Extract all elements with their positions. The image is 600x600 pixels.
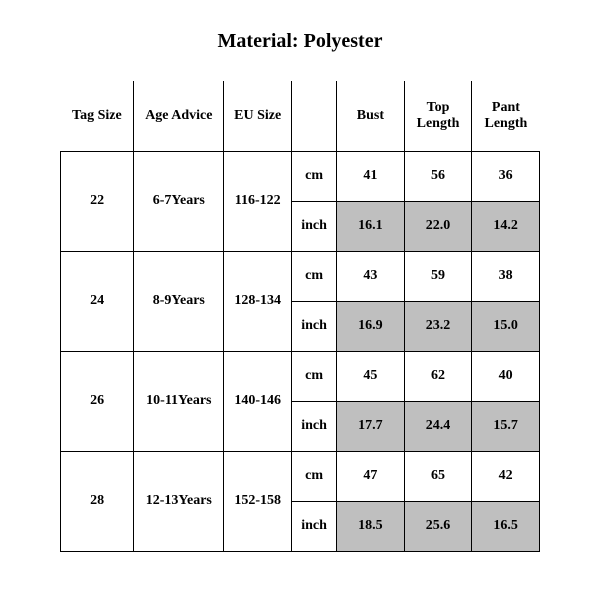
col-age-advice: Age Advice bbox=[134, 81, 224, 151]
cell-tag-size: 22 bbox=[61, 151, 134, 251]
cell-pant: 38 bbox=[472, 251, 540, 301]
table-row: 22 6-7Years 116-122 cm 41 56 36 bbox=[61, 151, 540, 201]
cell-age-advice: 8-9Years bbox=[134, 251, 224, 351]
table-row: 24 8-9Years 128-134 cm 43 59 38 bbox=[61, 251, 540, 301]
cell-pant: 14.2 bbox=[472, 201, 540, 251]
col-bust: Bust bbox=[337, 81, 405, 151]
cell-eu-size: 116-122 bbox=[224, 151, 292, 251]
table-body: 22 6-7Years 116-122 cm 41 56 36 inch 16.… bbox=[61, 151, 540, 551]
cell-top: 56 bbox=[404, 151, 472, 201]
cell-bust: 47 bbox=[337, 451, 405, 501]
cell-top: 23.2 bbox=[404, 301, 472, 351]
cell-top: 24.4 bbox=[404, 401, 472, 451]
cell-unit: inch bbox=[292, 501, 337, 551]
cell-bust: 18.5 bbox=[337, 501, 405, 551]
cell-pant: 42 bbox=[472, 451, 540, 501]
cell-bust: 16.1 bbox=[337, 201, 405, 251]
cell-unit: cm bbox=[292, 351, 337, 401]
cell-bust: 41 bbox=[337, 151, 405, 201]
cell-unit: inch bbox=[292, 401, 337, 451]
cell-bust: 43 bbox=[337, 251, 405, 301]
cell-unit: inch bbox=[292, 201, 337, 251]
cell-bust: 16.9 bbox=[337, 301, 405, 351]
cell-unit: cm bbox=[292, 251, 337, 301]
cell-unit: cm bbox=[292, 151, 337, 201]
cell-age-advice: 10-11Years bbox=[134, 351, 224, 451]
cell-age-advice: 12-13Years bbox=[134, 451, 224, 551]
col-top-length: Top Length bbox=[404, 81, 472, 151]
cell-top: 62 bbox=[404, 351, 472, 401]
cell-top: 59 bbox=[404, 251, 472, 301]
size-table: Tag Size Age Advice EU Size Bust Top Len… bbox=[60, 81, 540, 552]
cell-eu-size: 140-146 bbox=[224, 351, 292, 451]
cell-bust: 45 bbox=[337, 351, 405, 401]
cell-unit: inch bbox=[292, 301, 337, 351]
table-row: 28 12-13Years 152-158 cm 47 65 42 bbox=[61, 451, 540, 501]
page-title: Material: Polyester bbox=[0, 30, 600, 53]
col-eu-size: EU Size bbox=[224, 81, 292, 151]
table-row: 26 10-11Years 140-146 cm 45 62 40 bbox=[61, 351, 540, 401]
cell-pant: 40 bbox=[472, 351, 540, 401]
cell-pant: 15.7 bbox=[472, 401, 540, 451]
cell-eu-size: 128-134 bbox=[224, 251, 292, 351]
cell-top: 25.6 bbox=[404, 501, 472, 551]
cell-age-advice: 6-7Years bbox=[134, 151, 224, 251]
cell-eu-size: 152-158 bbox=[224, 451, 292, 551]
cell-top: 22.0 bbox=[404, 201, 472, 251]
col-pant-length: Pant Length bbox=[472, 81, 540, 151]
cell-pant: 15.0 bbox=[472, 301, 540, 351]
cell-top: 65 bbox=[404, 451, 472, 501]
cell-pant: 36 bbox=[472, 151, 540, 201]
table-header-row: Tag Size Age Advice EU Size Bust Top Len… bbox=[61, 81, 540, 151]
size-chart-page: Material: Polyester Tag Size Age Advice … bbox=[0, 0, 600, 600]
cell-unit: cm bbox=[292, 451, 337, 501]
cell-tag-size: 28 bbox=[61, 451, 134, 551]
cell-tag-size: 24 bbox=[61, 251, 134, 351]
cell-pant: 16.5 bbox=[472, 501, 540, 551]
col-unit bbox=[292, 81, 337, 151]
cell-tag-size: 26 bbox=[61, 351, 134, 451]
cell-bust: 17.7 bbox=[337, 401, 405, 451]
col-tag-size: Tag Size bbox=[61, 81, 134, 151]
